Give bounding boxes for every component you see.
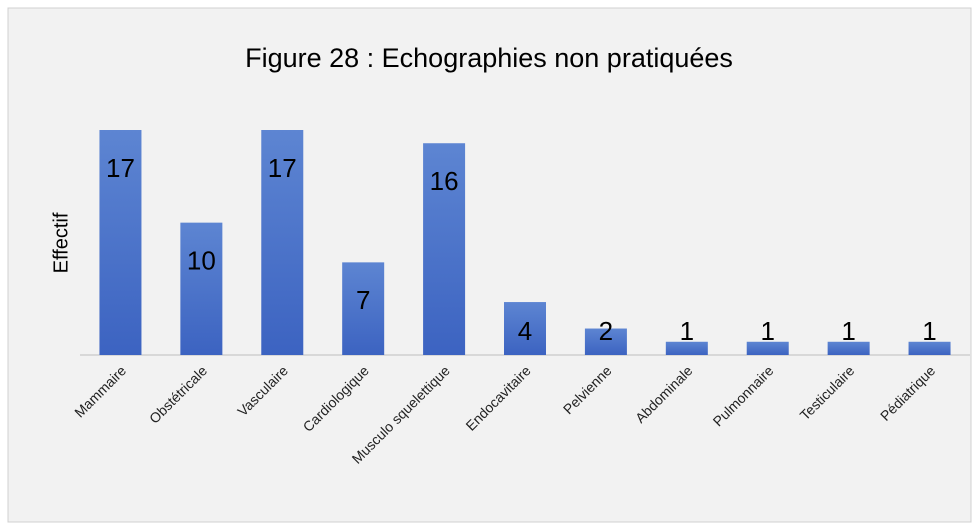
bar (180, 222, 223, 355)
data-label: 1 (680, 316, 694, 346)
data-label: 4 (518, 316, 532, 346)
chart-title: Figure 28 : Echographies non pratiquées (245, 43, 733, 73)
bar (584, 328, 627, 355)
data-label: 1 (841, 316, 855, 346)
bar (746, 341, 789, 355)
bar (908, 341, 951, 355)
chart-frame (7, 7, 972, 523)
bar (261, 130, 304, 355)
data-label: 17 (106, 153, 135, 183)
data-label: 2 (599, 316, 613, 346)
data-label: 1 (760, 316, 774, 346)
bar (827, 341, 870, 355)
data-label: 10 (187, 246, 216, 276)
y-axis-label: Effectif (50, 212, 72, 273)
bar (342, 262, 385, 355)
bar (99, 130, 142, 355)
data-label: 16 (430, 166, 459, 196)
data-label: 17 (268, 153, 297, 183)
bar (423, 143, 466, 355)
data-label: 7 (356, 285, 370, 315)
bar (504, 302, 546, 355)
data-label: 1 (922, 316, 936, 346)
bar (665, 341, 708, 355)
